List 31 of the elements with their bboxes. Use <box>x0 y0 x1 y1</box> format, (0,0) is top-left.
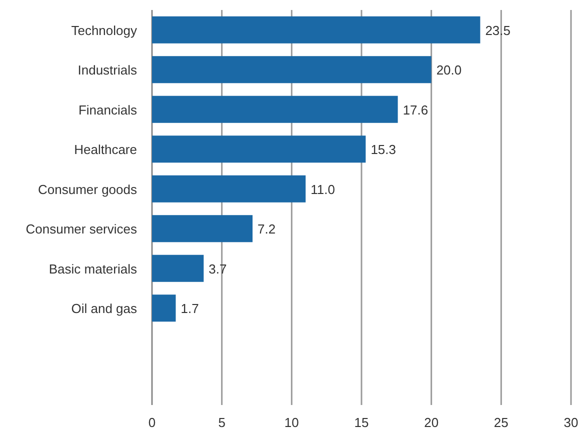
y-tick-label: Oil and gas <box>71 301 138 316</box>
x-tick-label: 15 <box>354 415 369 430</box>
y-tick-label: Financials <box>78 102 138 118</box>
data-label: 20.0 <box>436 62 462 78</box>
bar <box>152 56 432 84</box>
y-tick-label: Technology <box>71 22 138 38</box>
x-tick-label: 0 <box>148 415 156 430</box>
y-tick-label: Consumer services <box>26 222 138 237</box>
x-tick-label: 20 <box>424 415 439 430</box>
bar <box>152 136 366 163</box>
y-tick-label: Industrials <box>78 62 138 78</box>
x-tick-label: 10 <box>284 415 299 430</box>
x-tick-label: 30 <box>564 415 578 430</box>
x-tick-label: 5 <box>218 415 226 430</box>
y-tick-label: Healthcare <box>74 142 137 158</box>
bar <box>152 254 204 282</box>
bar <box>152 175 306 202</box>
y-tick-label: Consumer goods <box>38 182 138 197</box>
y-tick-label: Basic materials <box>48 261 138 276</box>
bar <box>152 96 398 123</box>
data-label: 3.7 <box>208 261 227 276</box>
data-label: 7.2 <box>258 222 276 237</box>
data-label: 17.6 <box>402 102 428 118</box>
data-label: 15.3 <box>370 142 396 158</box>
x-tick-label: 25 <box>494 415 508 430</box>
data-label: 1.7 <box>180 301 199 316</box>
bar <box>152 16 480 44</box>
bar <box>152 294 176 322</box>
data-label: 11.0 <box>310 182 335 197</box>
data-label: 23.5 <box>485 22 511 38</box>
bar <box>152 215 253 242</box>
